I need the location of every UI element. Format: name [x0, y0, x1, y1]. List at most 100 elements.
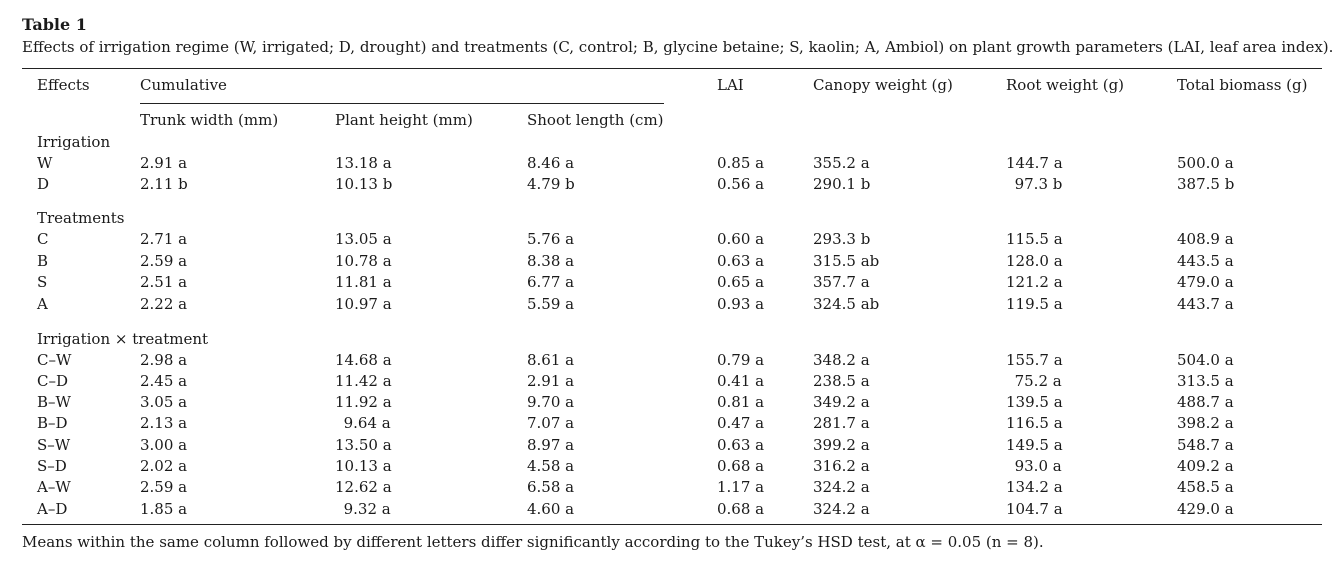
cell-plant-height: 10.13 a — [335, 457, 392, 475]
cell-trunk-width: 2.45 a — [140, 372, 188, 390]
cell-shoot-length: 8.46 a — [527, 154, 575, 172]
cell-plant-height: 12.62 a — [335, 478, 392, 496]
cell-total-biomass: 398.2 a — [1177, 414, 1234, 432]
header-cumulative: Cumulative — [140, 76, 227, 94]
cell-shoot-length: 6.58 a — [527, 478, 575, 496]
cell-canopy-weight: 324.2 a — [813, 478, 870, 496]
cell-total-biomass: 500.0 a — [1177, 154, 1234, 172]
cell-shoot-length: 2.91 a — [527, 372, 575, 390]
cell-trunk-width: 2.91 a — [140, 154, 188, 172]
cell-lai: 0.63 a — [717, 252, 765, 270]
cell-root-weight: 119.5 a — [1006, 295, 1063, 313]
cell-trunk-width: 2.59 a — [140, 252, 188, 270]
group-irrigation-treatment: Irrigation × treatment — [37, 330, 209, 348]
cell-root-weight: 93.0 a — [1014, 457, 1062, 475]
group-irrigation: Irrigation — [37, 133, 111, 151]
header-root-weight: Root weight (g) — [1006, 76, 1125, 94]
cell-root-weight: 139.5 a — [1006, 393, 1063, 411]
header-shoot-length: Shoot length (cm) — [527, 111, 664, 129]
cell-canopy-weight: 315.5 ab — [813, 252, 880, 270]
cell-canopy-weight: 357.7 a — [813, 273, 870, 291]
cell-plant-height: 13.50 a — [335, 436, 392, 454]
cell-trunk-width: 2.51 a — [140, 273, 188, 291]
cell-shoot-length: 7.07 a — [527, 414, 575, 432]
header-lai: LAI — [717, 76, 744, 94]
cell-lai: 0.56 a — [717, 175, 765, 193]
cell-trunk-width: 3.00 a — [140, 436, 188, 454]
cell-lai: 1.17 a — [717, 478, 765, 496]
header-trunk-width: Trunk width (mm) — [140, 111, 279, 129]
header-total-biomass: Total biomass (g) — [1177, 76, 1308, 94]
cell-lai: 0.93 a — [717, 295, 765, 313]
cumulative-group-rule — [140, 103, 664, 104]
cell-lai: 0.85 a — [717, 154, 765, 172]
cell-effect: S — [37, 273, 48, 291]
cell-effect: D — [37, 175, 50, 193]
cell-trunk-width: 2.02 a — [140, 457, 188, 475]
cell-root-weight: 97.3 b — [1014, 175, 1063, 193]
cell-trunk-width: 3.05 a — [140, 393, 188, 411]
cell-total-biomass: 479.0 a — [1177, 273, 1234, 291]
cell-total-biomass: 408.9 a — [1177, 230, 1234, 248]
cell-effect: A — [37, 295, 48, 313]
cell-plant-height: 10.13 b — [335, 175, 393, 193]
cell-trunk-width: 1.85 a — [140, 500, 188, 518]
cell-shoot-length: 8.97 a — [527, 436, 575, 454]
cell-effect: A–W — [37, 478, 71, 496]
cell-canopy-weight: 349.2 a — [813, 393, 870, 411]
cell-effect: W — [37, 154, 53, 172]
cell-total-biomass: 387.5 b — [1177, 175, 1235, 193]
cell-total-biomass: 458.5 a — [1177, 478, 1234, 496]
cell-trunk-width: 2.22 a — [140, 295, 188, 313]
cell-effect: A–D — [37, 500, 68, 518]
cell-effect: B — [37, 252, 49, 270]
cell-lai: 0.79 a — [717, 351, 765, 369]
cell-effect: B–W — [37, 393, 71, 411]
cell-canopy-weight: 324.5 ab — [813, 295, 880, 313]
cell-total-biomass: 429.0 a — [1177, 500, 1234, 518]
header-canopy-weight: Canopy weight (g) — [813, 76, 953, 94]
cell-lai: 0.65 a — [717, 273, 765, 291]
cell-effect: B–D — [37, 414, 68, 432]
cell-canopy-weight: 290.1 b — [813, 175, 871, 193]
cell-root-weight: 115.5 a — [1006, 230, 1063, 248]
table-bottom-rule — [22, 524, 1322, 525]
cell-shoot-length: 5.59 a — [527, 295, 575, 313]
cell-total-biomass: 504.0 a — [1177, 351, 1234, 369]
group-treatments: Treatments — [37, 209, 125, 227]
cell-canopy-weight: 355.2 a — [813, 154, 870, 172]
cell-total-biomass: 443.5 a — [1177, 252, 1234, 270]
cell-canopy-weight: 348.2 a — [813, 351, 870, 369]
cell-root-weight: 104.7 a — [1006, 500, 1063, 518]
cell-plant-height: 11.42 a — [335, 372, 392, 390]
cell-shoot-length: 5.76 a — [527, 230, 575, 248]
cell-root-weight: 121.2 a — [1006, 273, 1063, 291]
cell-lai: 0.68 a — [717, 500, 765, 518]
cell-canopy-weight: 281.7 a — [813, 414, 870, 432]
cell-canopy-weight: 399.2 a — [813, 436, 870, 454]
cell-root-weight: 134.2 a — [1006, 478, 1063, 496]
cell-root-weight: 75.2 a — [1014, 372, 1062, 390]
cell-lai: 0.41 a — [717, 372, 765, 390]
cell-canopy-weight: 316.2 a — [813, 457, 870, 475]
cell-lai: 0.68 a — [717, 457, 765, 475]
cell-root-weight: 128.0 a — [1006, 252, 1063, 270]
cell-trunk-width: 2.13 a — [140, 414, 188, 432]
header-effects: Effects — [37, 76, 90, 94]
cell-effect: S–D — [37, 457, 67, 475]
cell-shoot-length: 8.61 a — [527, 351, 575, 369]
cell-plant-height: 9.64 a — [343, 414, 391, 432]
cell-total-biomass: 313.5 a — [1177, 372, 1234, 390]
cell-plant-height: 9.32 a — [343, 500, 391, 518]
cell-canopy-weight: 238.5 a — [813, 372, 870, 390]
cell-canopy-weight: 293.3 b — [813, 230, 871, 248]
cell-lai: 0.47 a — [717, 414, 765, 432]
cell-plant-height: 11.92 a — [335, 393, 392, 411]
table-caption: Effects of irrigation regime (W, irrigat… — [22, 38, 1334, 56]
cell-plant-height: 14.68 a — [335, 351, 392, 369]
header-plant-height: Plant height (mm) — [335, 111, 473, 129]
cell-effect: C–W — [37, 351, 72, 369]
cell-shoot-length: 4.58 a — [527, 457, 575, 475]
cell-effect: S–W — [37, 436, 71, 454]
cell-shoot-length: 6.77 a — [527, 273, 575, 291]
